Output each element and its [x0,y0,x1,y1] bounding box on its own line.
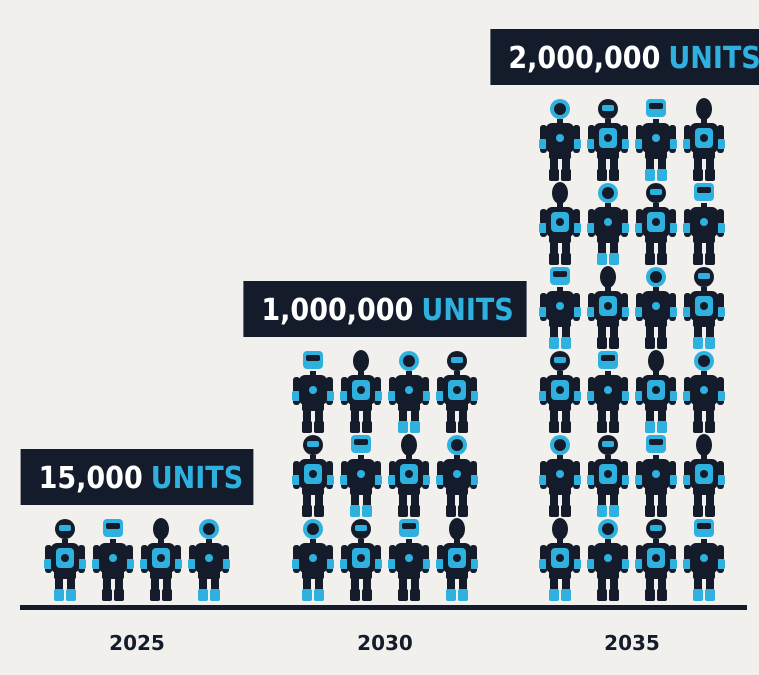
robot-icon [436,518,478,601]
robot-icon [683,519,725,601]
bar-2025 [44,518,230,601]
robot-icon [539,99,581,181]
robot-icon [340,519,382,601]
robot-icon [683,183,725,265]
value-label: 15,000 UNITS [20,449,254,505]
robot-icon [635,183,677,265]
value-label-text: 15,000 UNITS [39,461,244,496]
robot-icon [587,266,629,349]
robot-icon [683,267,725,349]
bar-2035 [539,98,725,601]
robot-icon [635,519,677,601]
robot-icon [635,99,677,181]
robot-icon [340,435,382,517]
value-label-box [243,281,527,337]
value-number: 2,000,000 [508,41,660,76]
robot-icon [587,519,629,601]
robot-icon [539,182,581,265]
value-number: 1,000,000 [261,293,413,328]
robot-icon [340,350,382,433]
robot-icon [539,267,581,349]
value-number: 15,000 [39,461,143,496]
value-unit: UNITS [151,461,243,496]
bar-2030 [292,350,478,601]
robot-icon [436,435,478,517]
value-label-text: 2,000,000 UNITS [508,41,759,76]
robot-icon [683,434,725,517]
robot-icon [587,99,629,181]
robot-icon [92,519,134,601]
robot-icon [388,519,430,601]
x-tick-label: 2025 [109,631,165,655]
robot-icon [188,519,230,601]
robot-icon [683,98,725,181]
robot-icon [436,351,478,433]
robot-icon [388,434,430,517]
value-label-text: 1,000,000 UNITS [261,293,513,328]
robot-icon [587,351,629,433]
value-label-box [20,449,254,505]
robot-icon [539,351,581,433]
robot-icon [635,435,677,517]
value-unit: UNITS [668,41,759,76]
robot-icon [683,351,725,433]
robot-icon [140,518,182,601]
robot-icon [292,351,334,433]
robot-icon [587,183,629,265]
value-label: 1,000,000 UNITS [243,281,527,337]
robot-icon [539,518,581,601]
robot-icon [539,435,581,517]
baseline [20,605,747,610]
robot-icon [388,351,430,433]
value-label: 2,000,000 UNITS [490,29,759,85]
value-unit: UNITS [421,293,513,328]
robot-icon [292,519,334,601]
robot-icon [635,350,677,433]
robot-icon [587,435,629,517]
robot-icon [44,519,86,601]
robot-icon [292,435,334,517]
robot-icon [635,267,677,349]
x-tick-label: 2030 [357,631,413,655]
value-label-box [490,29,759,85]
x-tick-label: 2035 [604,631,660,655]
